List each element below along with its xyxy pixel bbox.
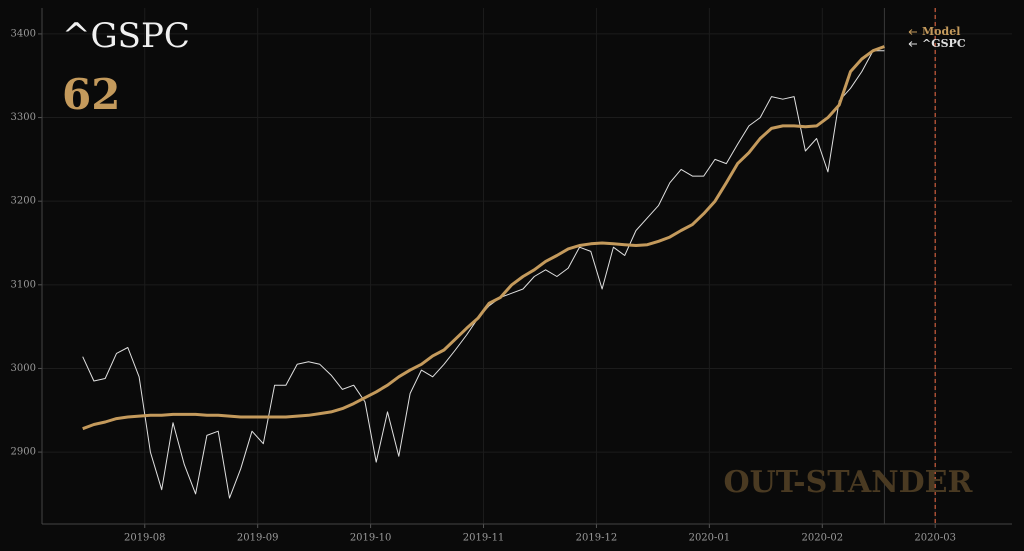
legend-arrow-head [908,41,913,47]
score: 62 [62,70,120,119]
y-tick-label: 3000 [11,363,36,374]
series-line [82,45,885,431]
x-tick-label: 2019-11 [463,533,505,544]
y-tick-label: 3200 [11,196,36,207]
watermark: OUT-STANDER [724,465,974,500]
x-tick-label: 2019-10 [350,533,392,544]
y-tick-label: 3100 [11,279,36,290]
x-tick-label: 2019-09 [237,533,279,544]
legend-arrow-head [908,29,913,35]
legend: Model^GSPC [908,25,966,50]
chart-title: ^GSPC [62,16,190,56]
grid: 2900 3000 3100 3200 3300 3400 2019-08 2019-09 20… [11,8,1012,544]
legend-label: Model [922,25,960,38]
legend-label: ^GSPC [922,37,966,50]
x-tick-label: 2020-03 [914,533,956,544]
x-tick-label: 2020-01 [689,533,731,544]
y-tick-label: 3400 [11,28,36,39]
plot [82,8,936,524]
y-tick-label: 3300 [11,112,36,123]
x-tick-label: 2019-12 [576,533,618,544]
x-tick-label: 2019-08 [124,533,166,544]
y-tick-label: 2900 [11,447,36,458]
x-tick-label: 2020-02 [802,533,844,544]
